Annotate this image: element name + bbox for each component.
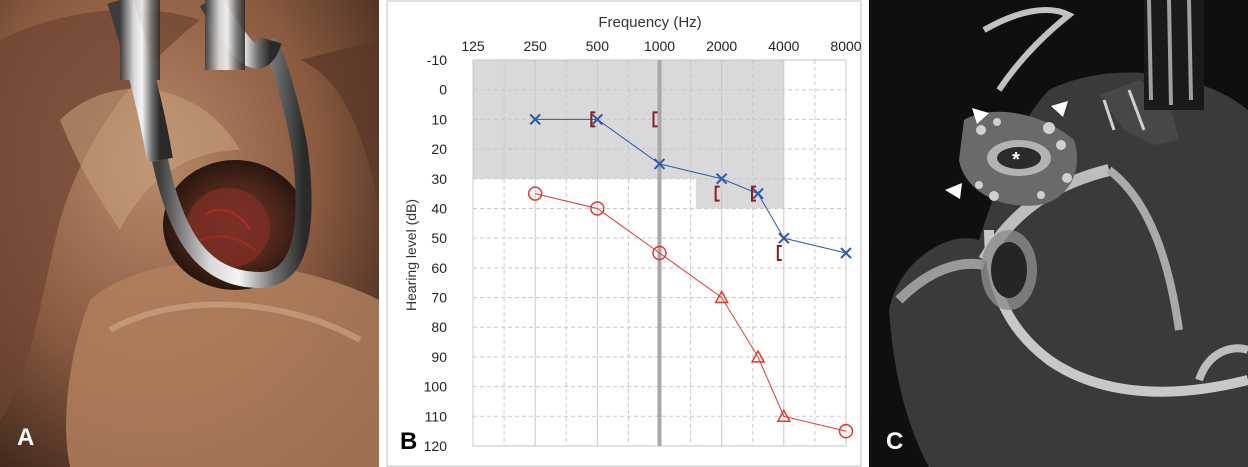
y-tick-label: 30 [431,171,447,187]
ct-image: * [869,0,1248,467]
ear-photograph [0,0,379,467]
panel-b-audiogram: -10 0 10 20 30 40 50 60 70 80 90 100 110 120 125 250 500… [386,0,863,467]
y-tick-label: 60 [431,260,447,276]
series-1 [527,186,854,439]
data-point-bracket [590,111,596,128]
y-tick-label: 0 [439,82,447,98]
y-tick-label: -10 [427,52,447,68]
data-point-bracket [652,111,658,128]
data-point-x [752,187,764,200]
y-axis-label: Hearing level (dB) [403,199,419,311]
series-2 [590,111,782,261]
data-point-x [591,113,604,126]
x-tick-label: 8000 [830,38,861,54]
data-point-x [653,158,666,170]
panel-b-letter: B [400,428,418,455]
data-point-triangle [776,408,792,423]
y-tick-label: 120 [424,438,448,454]
data-point-x [778,232,790,244]
data-point-bracket [714,185,720,202]
asterisk-marker: * [1012,149,1020,171]
series-0 [529,113,852,259]
data-point-bracket [776,245,782,261]
data-point-x [715,173,728,185]
x-tick-label: 250 [523,38,547,54]
data-point-triangle [714,289,729,304]
y-tick-label: 70 [431,290,447,306]
normal-zone-band [695,60,784,209]
data-point-circle [652,245,667,261]
arrow-icon [1051,101,1068,117]
y-tick-label: 110 [425,408,448,424]
arrow-icon [972,108,989,124]
series-line [535,193,847,432]
panel-a-letter: A [17,424,35,451]
panel-a-ear-photo: A [0,0,379,467]
data-point-circle [590,201,605,216]
y-tick-label: 100 [424,379,448,395]
y-tick-label: 80 [431,319,447,335]
audiogram-chart: -10 0 10 20 30 40 50 60 70 80 90 100 110 120 125 250 500… [386,0,862,467]
x-tick-label: 4000 [768,38,799,54]
arrow-icon [945,183,962,199]
x-tick-label: 1000 [644,38,675,54]
x-tick-label: 125 [461,38,485,54]
chart-title: Frequency (Hz) [598,14,701,31]
y-tick-label: 40 [431,200,447,216]
y-tick-label: 20 [431,141,447,157]
data-point-triangle [750,349,766,363]
data-point-circle [838,423,854,439]
y-tick-label: 10 [431,111,447,127]
y-tick-label: 50 [431,230,447,246]
y-tick-label: 90 [431,349,447,365]
data-point-bracket [751,185,757,202]
arrow-icons [945,101,1068,199]
x-tick-label: 2000 [706,38,737,54]
series [527,111,854,439]
data-point-x [840,247,852,259]
panel-c-letter: C [886,428,904,455]
panel-c-ct-scan: * C [869,0,1248,467]
x-tick-label: 500 [586,38,610,54]
data-point-x [529,113,541,126]
axes: -10 0 10 20 30 40 50 60 70 80 90 100 110 120 125 250 500… [424,38,862,454]
data-point-circle [527,186,543,201]
